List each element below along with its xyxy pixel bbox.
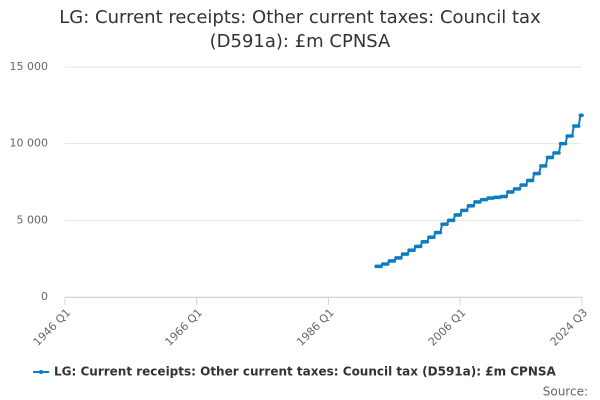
data-point bbox=[451, 218, 456, 223]
x-tick-label: 2006 Q1 bbox=[426, 306, 469, 349]
data-point bbox=[576, 124, 581, 128]
y-tick-label: 10 000 bbox=[10, 137, 49, 150]
data-point bbox=[412, 248, 416, 253]
legend-label: LG: Current receipts: Other current taxe… bbox=[54, 365, 557, 379]
data-point bbox=[438, 230, 443, 235]
y-tick-label: 5 000 bbox=[17, 213, 49, 226]
y-tick-label: 15 000 bbox=[10, 60, 49, 73]
data-point bbox=[563, 141, 568, 146]
data-point bbox=[557, 151, 561, 155]
x-tick-label: 1986 Q1 bbox=[294, 306, 337, 349]
data-point bbox=[464, 208, 469, 213]
data-point bbox=[580, 113, 584, 118]
data-point bbox=[432, 235, 436, 239]
data-point bbox=[445, 222, 449, 226]
data-point bbox=[458, 213, 462, 217]
chart-title: LG: Current receipts: Other current taxe… bbox=[59, 7, 541, 52]
data-point bbox=[392, 259, 397, 263]
data-point bbox=[511, 190, 515, 194]
x-tick-label: 1966 Q1 bbox=[162, 306, 205, 349]
data-point bbox=[418, 244, 423, 249]
data-point bbox=[524, 183, 528, 187]
data-point bbox=[530, 178, 535, 183]
legend-marker bbox=[39, 370, 43, 374]
data-point bbox=[517, 187, 522, 191]
series-line bbox=[376, 114, 582, 268]
data-point bbox=[405, 252, 410, 256]
data-point bbox=[543, 164, 548, 168]
data-point bbox=[504, 194, 509, 199]
data-point bbox=[399, 256, 403, 260]
data-point bbox=[570, 134, 574, 138]
data-point bbox=[471, 203, 476, 208]
data-point bbox=[550, 155, 555, 160]
data-point bbox=[537, 171, 541, 176]
source: Source: bbox=[543, 385, 588, 399]
x-tick-label: 1946 Q1 bbox=[31, 306, 74, 349]
data-point bbox=[385, 262, 390, 266]
y-tick-label: 0 bbox=[41, 290, 48, 303]
x-tick-label: 2024 Q3 bbox=[548, 306, 591, 349]
data-point bbox=[425, 240, 430, 244]
